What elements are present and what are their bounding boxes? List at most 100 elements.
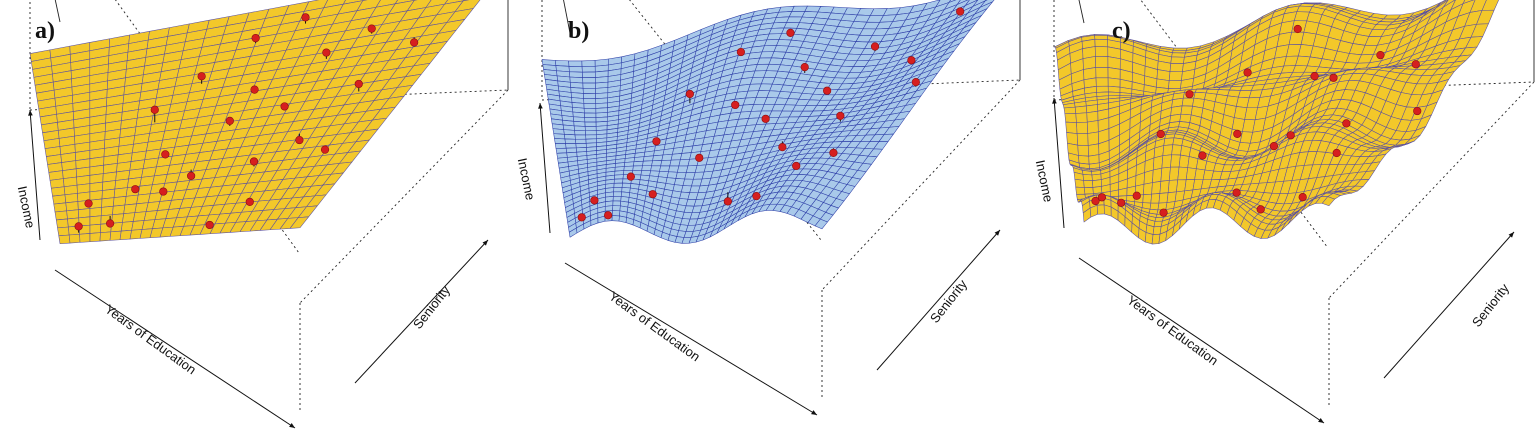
observation-point bbox=[197, 72, 206, 81]
observation-point bbox=[1376, 51, 1385, 60]
zlabel-c: Income bbox=[1033, 159, 1057, 204]
observation-point bbox=[320, 145, 330, 154]
surface-cell bbox=[612, 205, 621, 212]
observation-point bbox=[1332, 148, 1341, 158]
surface-cell bbox=[611, 210, 621, 217]
surface-cell bbox=[1108, 91, 1121, 97]
surface-cell bbox=[612, 200, 622, 207]
surface-cell bbox=[123, 203, 137, 214]
surface-cell bbox=[1074, 178, 1085, 188]
surface-cell bbox=[89, 207, 102, 218]
surface-cell bbox=[1107, 67, 1121, 80]
axis-arrows bbox=[28, 109, 489, 429]
surface-cell bbox=[1159, 180, 1170, 194]
observation-point bbox=[205, 220, 214, 230]
observation-point bbox=[731, 100, 740, 110]
surface-cell bbox=[1144, 232, 1154, 245]
surface-cell bbox=[618, 215, 627, 223]
surface-cell bbox=[1161, 154, 1172, 169]
surface-cell bbox=[1094, 38, 1109, 48]
surface-cell bbox=[1152, 155, 1164, 171]
surface-cell bbox=[651, 160, 663, 167]
observation-point bbox=[251, 33, 260, 43]
surface-cell bbox=[1168, 80, 1182, 89]
surface-cell bbox=[582, 82, 596, 89]
surface-cell bbox=[553, 133, 566, 140]
surface-cell bbox=[1169, 63, 1184, 72]
observation-point bbox=[106, 219, 115, 228]
observation-point bbox=[1329, 73, 1338, 82]
y-axis-arrow bbox=[354, 239, 489, 384]
surface-cell bbox=[583, 107, 597, 114]
panel-label-a: a) bbox=[35, 18, 55, 44]
surface-cell bbox=[582, 71, 596, 78]
surface-cell bbox=[1181, 97, 1195, 107]
surface-cell bbox=[78, 208, 91, 219]
x-axis-arrow bbox=[1078, 257, 1325, 424]
observation-point bbox=[648, 190, 657, 199]
surface-cell bbox=[1107, 77, 1121, 88]
surface-cell bbox=[1086, 120, 1099, 134]
z-axis-arrow bbox=[1053, 97, 1065, 229]
surface-cell bbox=[113, 187, 128, 198]
surface-cell bbox=[581, 60, 596, 67]
surface-cell bbox=[643, 155, 654, 162]
box-edge-floor-right bbox=[821, 79, 1021, 291]
surface-cell bbox=[575, 143, 587, 149]
surface-cell bbox=[1103, 204, 1112, 217]
surface-cell bbox=[64, 193, 79, 204]
surface-cell bbox=[564, 138, 577, 144]
surface-cell bbox=[54, 210, 68, 221]
surface-cell bbox=[89, 223, 102, 234]
surface-cell bbox=[669, 159, 681, 167]
surface-cell bbox=[109, 230, 122, 241]
observation-point bbox=[761, 114, 770, 123]
surface-cell bbox=[581, 65, 596, 73]
surface-cell bbox=[642, 160, 653, 167]
surface-cell bbox=[1172, 137, 1184, 146]
observation-points bbox=[74, 13, 419, 233]
surface-cell bbox=[463, 0, 470, 2]
surface-cell bbox=[1163, 137, 1175, 146]
surface-cell bbox=[66, 209, 80, 220]
surface-cell bbox=[1078, 155, 1090, 165]
observation-point bbox=[752, 192, 761, 201]
ylabel-c: Seniority bbox=[1469, 280, 1512, 329]
surface-cell bbox=[1149, 202, 1160, 211]
observation-point bbox=[1117, 198, 1126, 207]
surface-cell bbox=[1094, 46, 1109, 57]
surface-cell bbox=[89, 190, 103, 201]
surface-cell bbox=[652, 154, 664, 162]
zlabel-a: Income bbox=[15, 185, 39, 230]
ylabel-a: Seniority bbox=[410, 282, 453, 331]
regression-surface bbox=[29, 0, 481, 245]
observation-point bbox=[1232, 188, 1241, 197]
surface-cell bbox=[585, 134, 597, 140]
observation-point bbox=[1256, 205, 1265, 214]
observation-point bbox=[1198, 151, 1207, 160]
surface-cell bbox=[1107, 85, 1121, 93]
bounding-box bbox=[541, 0, 1021, 400]
surface-cell bbox=[1087, 131, 1099, 146]
panel-c: c) Income Years of Education Seniority bbox=[1033, 0, 1535, 424]
surface-cell bbox=[1180, 145, 1192, 157]
surface-cell bbox=[100, 205, 114, 217]
surface-cell bbox=[554, 138, 566, 144]
surface-cell bbox=[568, 60, 583, 67]
observation-point bbox=[1132, 191, 1141, 200]
surface-cell bbox=[1162, 144, 1174, 156]
observation-point bbox=[1293, 24, 1302, 34]
observation-point bbox=[1310, 72, 1319, 81]
observation-point bbox=[249, 157, 259, 166]
observation-point bbox=[736, 47, 745, 57]
observation-point bbox=[1185, 90, 1194, 99]
observation-point bbox=[301, 13, 310, 22]
surface-cell bbox=[1095, 77, 1109, 87]
observation-point bbox=[823, 86, 832, 95]
surface-cell bbox=[574, 134, 587, 140]
axis-arrows bbox=[538, 102, 1001, 416]
surface-cell bbox=[574, 130, 586, 136]
surface-cell bbox=[52, 194, 67, 205]
observation-point bbox=[685, 89, 694, 99]
z-axis-arrow-head bbox=[1052, 98, 1057, 104]
